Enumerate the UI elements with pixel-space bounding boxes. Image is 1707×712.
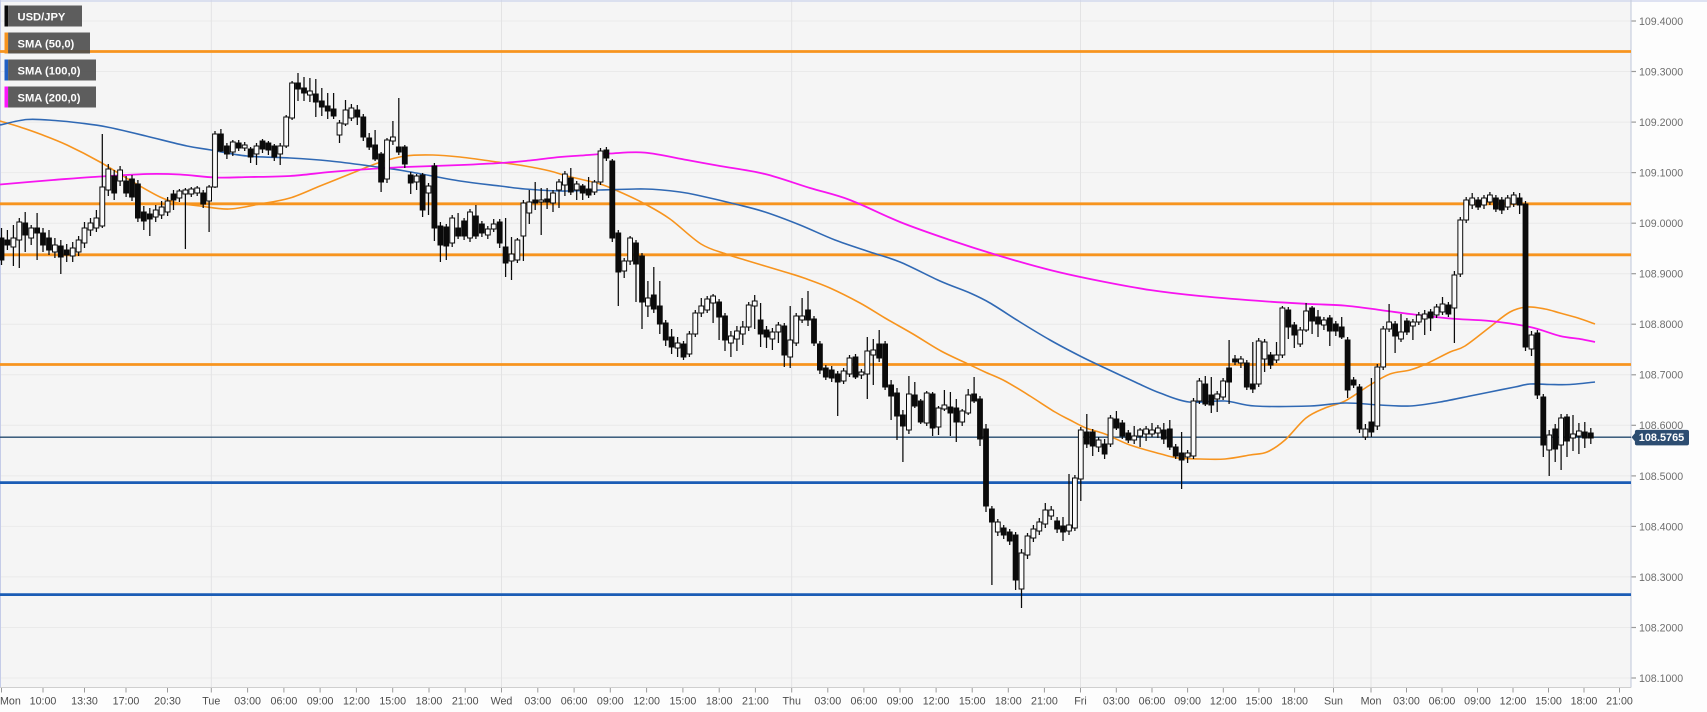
- svg-text:06:00: 06:00: [851, 696, 878, 708]
- svg-text:108.4000: 108.4000: [1639, 521, 1683, 533]
- svg-text:Fri: Fri: [1074, 696, 1086, 708]
- svg-text:09:00: 09:00: [887, 696, 914, 708]
- svg-text:Wed: Wed: [491, 696, 513, 708]
- svg-text:108.5765: 108.5765: [1639, 432, 1684, 444]
- svg-text:06:00: 06:00: [1139, 696, 1166, 708]
- svg-text:21:00: 21:00: [1031, 696, 1058, 708]
- svg-text:108.3000: 108.3000: [1639, 572, 1683, 584]
- svg-text:SMA (200,0): SMA (200,0): [18, 93, 81, 105]
- svg-text:Tue: Tue: [202, 696, 220, 708]
- svg-text:09:00: 09:00: [1174, 696, 1201, 708]
- svg-text:18:00: 18:00: [1281, 696, 1308, 708]
- svg-text:108.9000: 108.9000: [1639, 269, 1683, 281]
- svg-text:109.2000: 109.2000: [1639, 117, 1683, 129]
- svg-text:15:00: 15:00: [670, 696, 697, 708]
- svg-text:12:00: 12:00: [923, 696, 950, 708]
- svg-text:108.2000: 108.2000: [1639, 622, 1683, 634]
- svg-text:Sun: Sun: [1324, 696, 1343, 708]
- svg-text:12:00: 12:00: [343, 696, 370, 708]
- svg-text:108.7000: 108.7000: [1639, 370, 1683, 382]
- svg-text:21:00: 21:00: [452, 696, 479, 708]
- svg-text:06:00: 06:00: [1429, 696, 1456, 708]
- svg-text:12:00: 12:00: [1500, 696, 1527, 708]
- svg-text:108.5000: 108.5000: [1639, 471, 1683, 483]
- svg-text:SMA (100,0): SMA (100,0): [18, 66, 81, 78]
- svg-text:21:00: 21:00: [742, 696, 769, 708]
- svg-text:09:00: 09:00: [1464, 696, 1491, 708]
- svg-text:20:30: 20:30: [154, 696, 181, 708]
- svg-text:USD/JPY: USD/JPY: [18, 12, 66, 24]
- svg-text:109.4000: 109.4000: [1639, 16, 1683, 28]
- svg-text:03:00: 03:00: [234, 696, 261, 708]
- svg-text:15:00: 15:00: [1246, 696, 1273, 708]
- svg-text:09:00: 09:00: [597, 696, 624, 708]
- svg-text:13:30: 13:30: [71, 696, 98, 708]
- svg-text:18:00: 18:00: [416, 696, 443, 708]
- svg-text:18:00: 18:00: [995, 696, 1022, 708]
- svg-text:12:00: 12:00: [633, 696, 660, 708]
- svg-text:21:00: 21:00: [1606, 696, 1633, 708]
- svg-text:12:00: 12:00: [1210, 696, 1237, 708]
- svg-text:Mon: Mon: [0, 696, 21, 708]
- svg-text:17:00: 17:00: [113, 696, 140, 708]
- svg-text:18:00: 18:00: [706, 696, 733, 708]
- svg-text:SMA (50,0): SMA (50,0): [18, 39, 75, 51]
- svg-text:15:00: 15:00: [959, 696, 986, 708]
- svg-text:06:00: 06:00: [561, 696, 588, 708]
- svg-text:108.1000: 108.1000: [1639, 673, 1683, 685]
- svg-text:18:00: 18:00: [1571, 696, 1598, 708]
- svg-text:Mon: Mon: [1361, 696, 1382, 708]
- svg-text:06:00: 06:00: [271, 696, 298, 708]
- svg-text:109.1000: 109.1000: [1639, 168, 1683, 180]
- svg-text:109.0000: 109.0000: [1639, 218, 1683, 230]
- svg-text:15:00: 15:00: [379, 696, 406, 708]
- svg-text:03:00: 03:00: [524, 696, 551, 708]
- svg-text:109.3000: 109.3000: [1639, 66, 1683, 78]
- svg-text:03:00: 03:00: [1393, 696, 1420, 708]
- svg-text:09:00: 09:00: [307, 696, 334, 708]
- svg-text:108.8000: 108.8000: [1639, 319, 1683, 331]
- svg-text:03:00: 03:00: [814, 696, 841, 708]
- svg-text:03:00: 03:00: [1103, 696, 1130, 708]
- svg-text:10:00: 10:00: [30, 696, 57, 708]
- svg-text:108.6000: 108.6000: [1639, 420, 1683, 432]
- svg-text:15:00: 15:00: [1535, 696, 1562, 708]
- svg-text:Thu: Thu: [782, 696, 800, 708]
